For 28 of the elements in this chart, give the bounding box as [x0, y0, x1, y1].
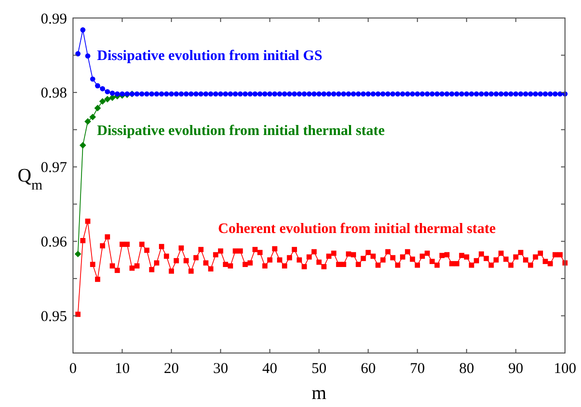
- x-tick-label: 20: [164, 361, 179, 377]
- series-label: Dissipative evolution from initial GS: [97, 48, 322, 64]
- x-tick-label: 40: [262, 361, 278, 377]
- x-tick-label: 10: [114, 361, 130, 377]
- point: [74, 250, 82, 258]
- y-axis-title: Q$_{m}$: [18, 166, 42, 194]
- series-label: Dissipative evolution from initial thermal state: [97, 123, 386, 139]
- x-axis-title: m: [312, 383, 327, 404]
- y-tick-label: 0.99: [40, 11, 67, 28]
- y-tick-label: 0.96: [40, 234, 68, 251]
- point: [84, 118, 92, 125]
- x-tick-label: 80: [459, 361, 474, 377]
- x-tick-label: 50: [312, 361, 326, 377]
- x-tick-label: 30: [213, 361, 228, 377]
- x-tick-label: 0: [69, 361, 77, 377]
- point: [80, 142, 86, 149]
- y-tick-label: 0.95: [40, 309, 67, 326]
- point: [104, 96, 111, 102]
- x-tick-label: 90: [508, 361, 524, 377]
- y-tick-label: 0.98: [40, 86, 67, 102]
- x-tick-label: 70: [410, 361, 425, 377]
- point: [89, 114, 96, 120]
- x-tick-label: 100: [554, 361, 576, 377]
- point: [94, 104, 101, 112]
- series-label: Coherent evolution from initial thermal state: [218, 221, 496, 237]
- point: [99, 98, 106, 105]
- y-tick-label: 0.97: [40, 160, 68, 176]
- x-tick-label: 60: [360, 361, 376, 377]
